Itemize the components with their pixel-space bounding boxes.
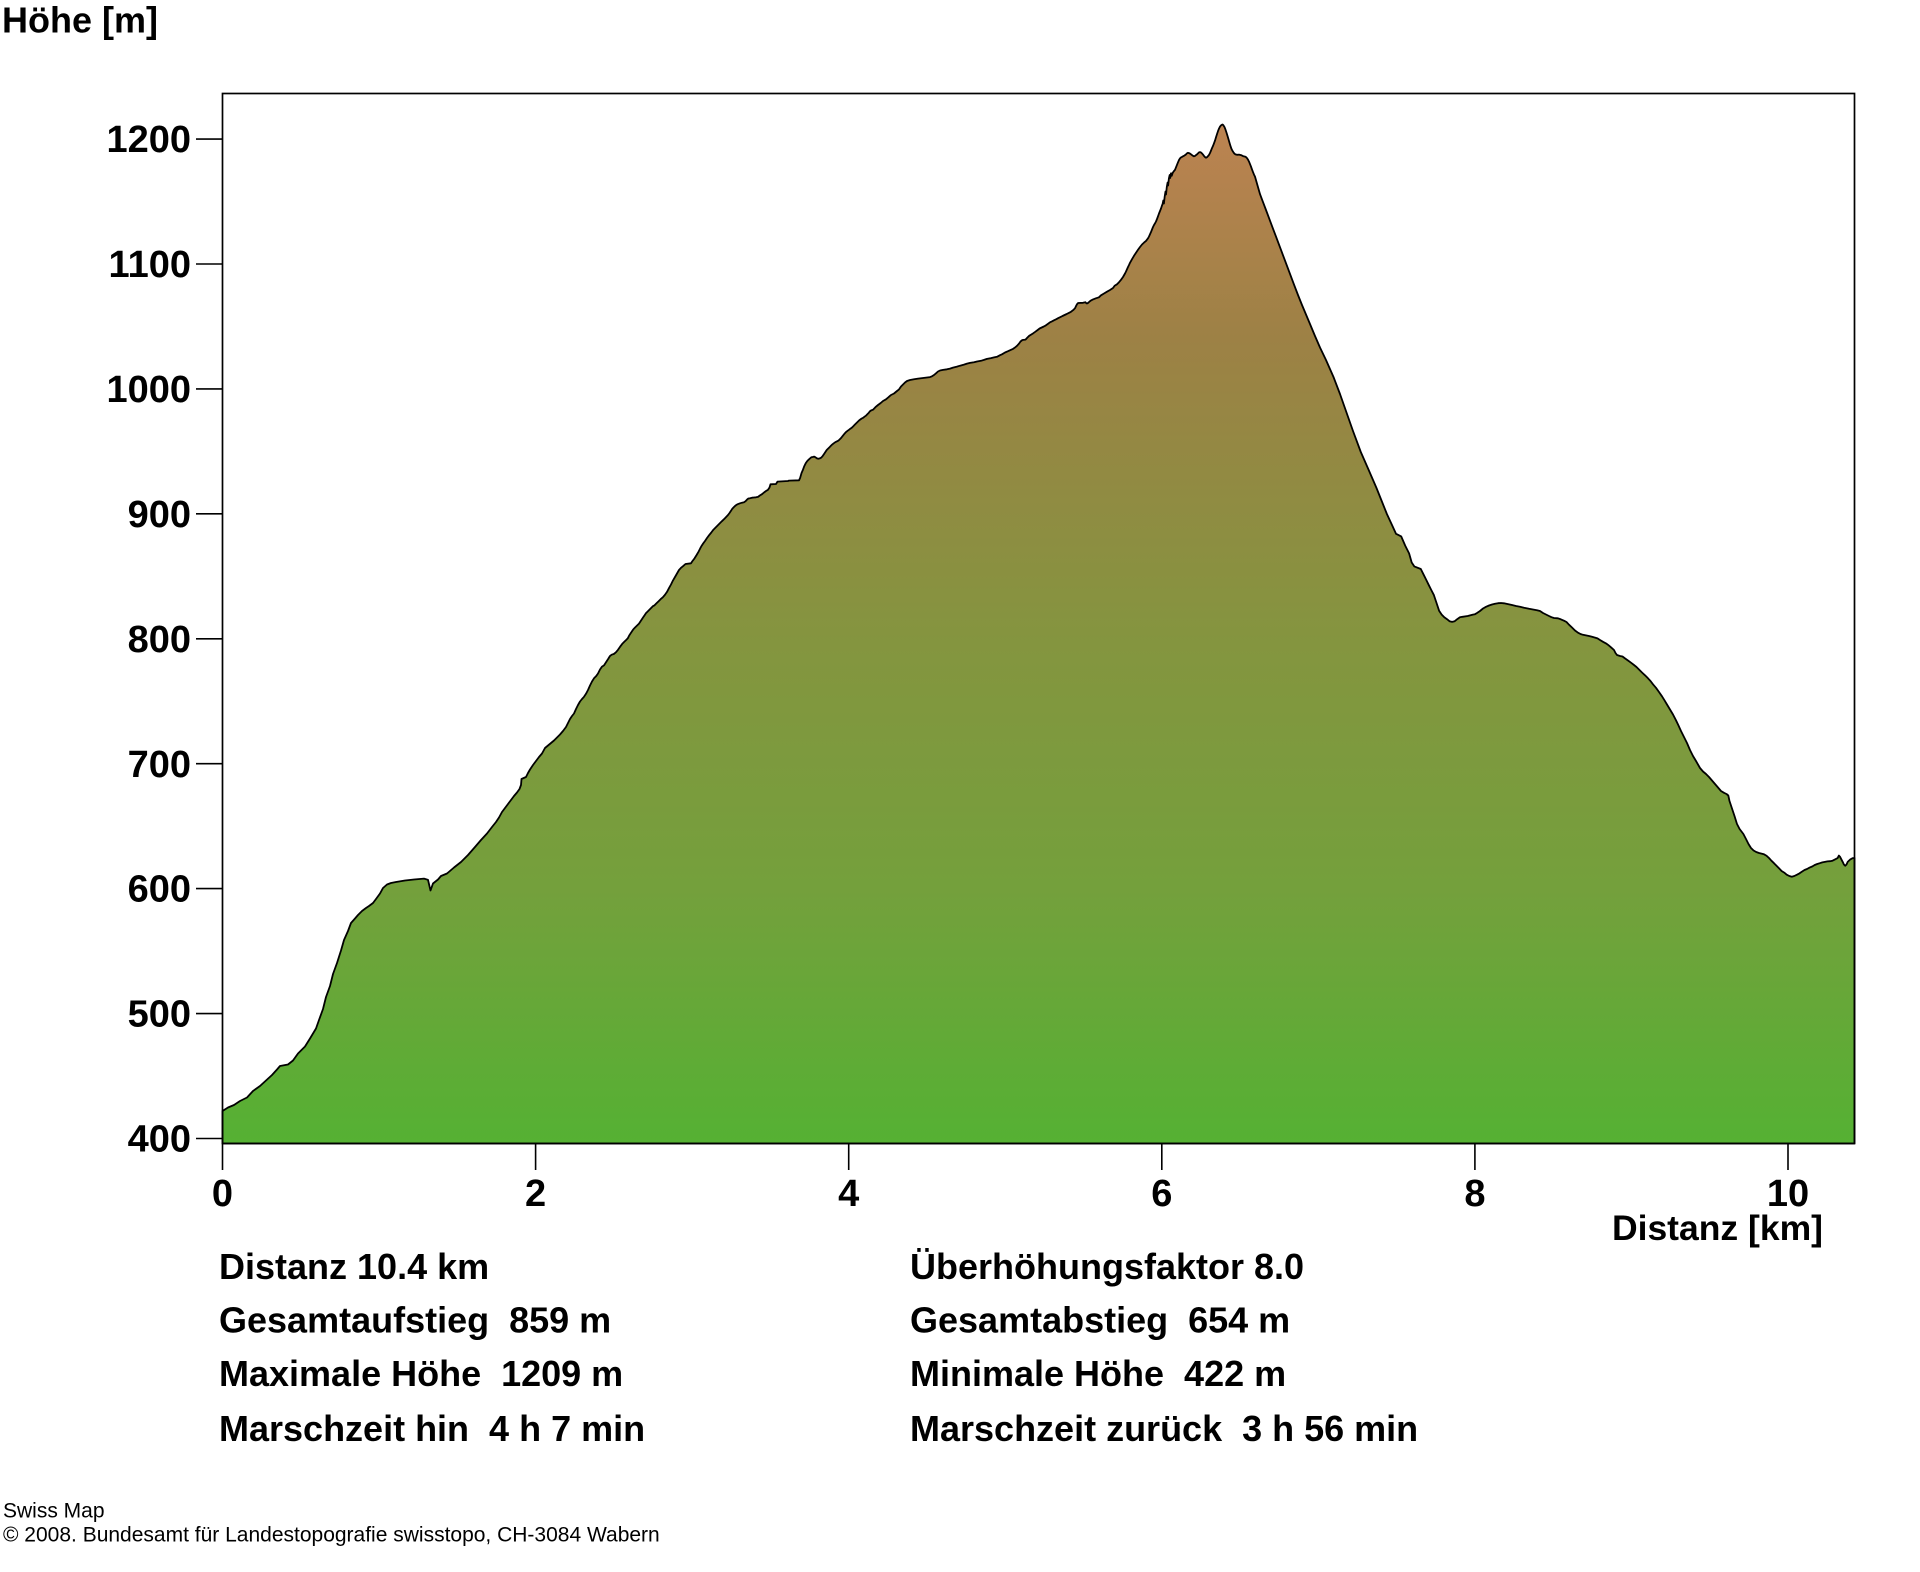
svg-text:1200: 1200	[106, 119, 191, 161]
svg-text:8: 8	[1464, 1173, 1485, 1215]
svg-text:Höhe [m]: Höhe [m]	[2, 0, 158, 41]
svg-text:Marschzeit hin 4 h 7 min: Marschzeit hin 4 h 7 min	[219, 1408, 645, 1449]
svg-text:0: 0	[212, 1173, 233, 1215]
svg-text:Marschzeit zurück 3 h 56 min: Marschzeit zurück 3 h 56 min	[910, 1408, 1418, 1449]
svg-text:1100: 1100	[109, 244, 191, 286]
svg-text:10: 10	[1767, 1173, 1809, 1215]
svg-text:Distanz [km]: Distanz [km]	[1612, 1208, 1823, 1248]
svg-text:700: 700	[128, 744, 191, 786]
svg-text:500: 500	[128, 994, 191, 1036]
svg-text:Maximale Höhe 1209 m: Maximale Höhe 1209 m	[219, 1353, 623, 1394]
svg-text:Swiss Map: Swiss Map	[3, 1500, 105, 1523]
svg-text:Distanz 10.4 km: Distanz 10.4 km	[219, 1246, 489, 1287]
svg-text:600: 600	[128, 869, 191, 911]
svg-text:800: 800	[128, 619, 191, 661]
svg-text:Minimale Höhe 422 m: Minimale Höhe 422 m	[910, 1353, 1286, 1394]
svg-text:6: 6	[1151, 1173, 1172, 1215]
svg-text:Gesamtabstieg 654 m: Gesamtabstieg 654 m	[910, 1300, 1290, 1341]
svg-text:© 2008. Bundesamt für Landesto: © 2008. Bundesamt für Landestopografie s…	[3, 1524, 660, 1547]
svg-text:2: 2	[525, 1173, 546, 1215]
svg-text:Gesamtaufstieg 859 m: Gesamtaufstieg 859 m	[219, 1300, 611, 1341]
svg-text:Überhöhungsfaktor 8.0: Überhöhungsfaktor 8.0	[910, 1246, 1304, 1287]
svg-text:900: 900	[128, 494, 191, 536]
svg-text:1000: 1000	[106, 369, 191, 411]
svg-text:400: 400	[128, 1119, 191, 1161]
svg-text:4: 4	[838, 1173, 859, 1215]
